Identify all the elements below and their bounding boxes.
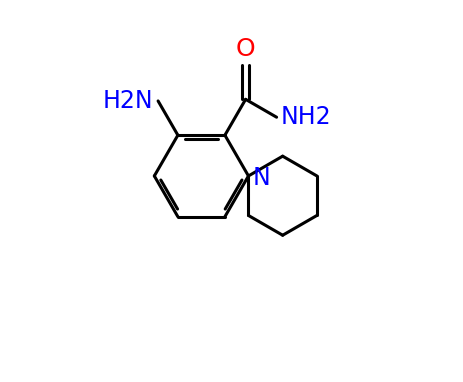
Text: NH2: NH2: [281, 105, 332, 129]
Text: H2N: H2N: [103, 89, 154, 113]
Text: N: N: [253, 166, 271, 190]
Text: O: O: [236, 37, 256, 61]
